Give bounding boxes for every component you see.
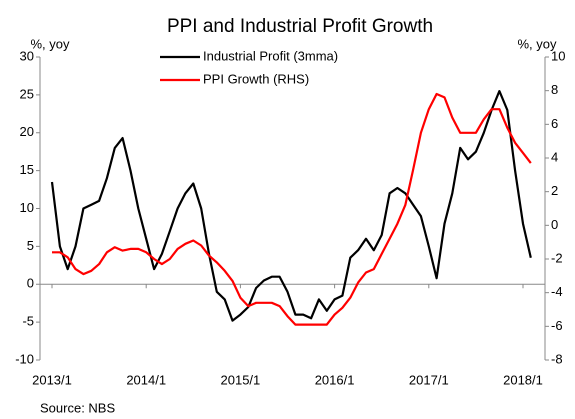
y-axis-label: %, yoy [30,36,70,51]
y2-tick-label: 2 [551,183,558,198]
y2-tick-label: 4 [551,149,558,164]
x-tick-label: 2017/1 [409,372,449,387]
y-tick-label: 15 [20,162,34,177]
y2-tick-label: -4 [551,284,563,299]
y2-tick-label: 8 [551,82,558,97]
y2-axis-label: %, yoy [517,36,557,51]
y2-tick-label: -6 [551,318,563,333]
y-tick-label: 5 [27,238,34,253]
y-tick-label: -10 [15,351,34,366]
chart-title: PPI and Industrial Profit Growth [167,16,433,37]
y-tick-label: 10 [20,200,34,215]
y-tick-label: 20 [20,124,34,139]
legend-label: Industrial Profit (3mma) [203,48,338,63]
y-tick-label: 30 [20,48,34,63]
legend-label: PPI Growth (RHS) [203,71,309,86]
y2-tick-label: 6 [551,116,558,131]
source: Source: NBS [40,400,115,415]
series-line [52,92,532,326]
y2-tick-label: 10 [551,48,565,63]
y-tick-label: 0 [27,276,34,291]
y2-tick-label: -8 [551,351,563,366]
y2-tick-label: -2 [551,250,563,265]
x-tick-label: 2015/1 [221,372,261,387]
y-tick-label: 25 [20,86,34,101]
x-tick-label: 2013/1 [32,372,72,387]
y2-tick-label: 0 [551,217,558,232]
series-line [50,90,532,322]
y-tick-label: -5 [22,314,34,329]
x-tick-label: 2018/1 [503,372,543,387]
x-tick-label: 2016/1 [315,372,355,387]
x-tick-label: 2014/1 [126,372,166,387]
